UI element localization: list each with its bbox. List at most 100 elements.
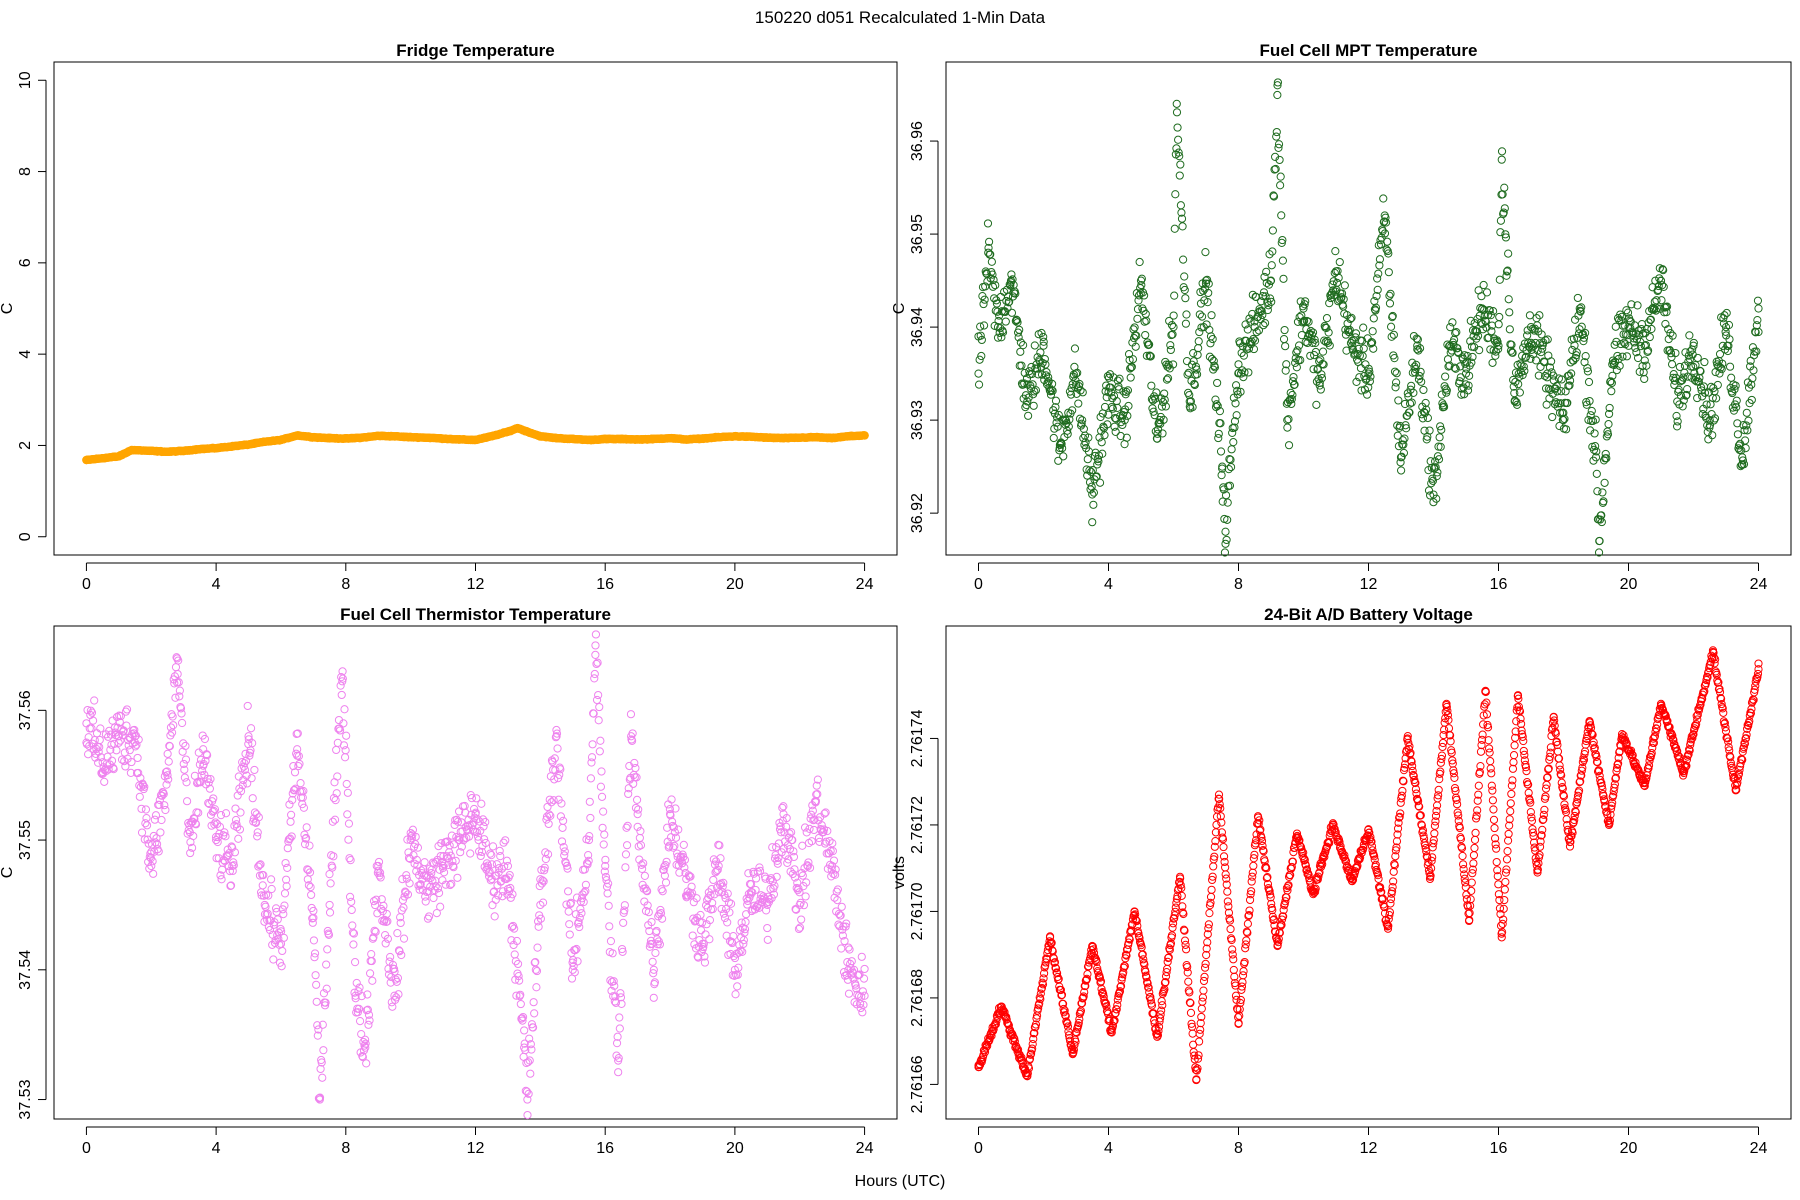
data-point <box>1194 337 1203 346</box>
data-point <box>979 299 988 309</box>
data-point <box>1400 434 1409 443</box>
data-point <box>1170 911 1179 920</box>
data-point <box>1244 910 1254 920</box>
data-point <box>523 1110 532 1120</box>
data-point <box>1283 423 1292 432</box>
data-point <box>1231 981 1240 990</box>
data-point <box>1141 330 1150 340</box>
data-point <box>1031 1020 1041 1029</box>
data-point <box>1396 453 1406 462</box>
data-point <box>577 894 587 903</box>
y-tick-label: 2 <box>17 441 34 450</box>
data-point <box>556 765 565 774</box>
data-point <box>1104 410 1113 419</box>
data-point <box>258 881 267 890</box>
data-point <box>980 295 989 304</box>
data-point <box>1503 266 1512 275</box>
data-point <box>1467 358 1476 367</box>
data-point <box>1244 344 1254 353</box>
data-point <box>716 854 725 863</box>
data-point <box>343 810 352 819</box>
data-point <box>710 890 719 899</box>
data-point <box>300 840 310 849</box>
data-point <box>1258 291 1267 301</box>
data-point <box>1216 419 1225 428</box>
data-point <box>1672 411 1681 421</box>
data-point <box>1225 916 1235 925</box>
data-point <box>1195 1029 1204 1038</box>
data-point <box>825 836 834 846</box>
data-point <box>1339 852 1348 861</box>
data-point <box>834 909 844 919</box>
data-point <box>200 734 209 744</box>
data-point <box>755 866 765 875</box>
data-point <box>1046 390 1056 399</box>
data-point <box>1397 466 1406 475</box>
data-point <box>1176 880 1185 890</box>
data-point <box>1244 368 1253 377</box>
data-point <box>612 1039 622 1048</box>
data-point <box>353 1008 362 1017</box>
data-point <box>1130 323 1139 332</box>
data-point <box>381 939 390 948</box>
data-point <box>1493 872 1502 881</box>
data-point <box>1500 204 1509 213</box>
data-point <box>1374 269 1383 278</box>
data-point <box>708 898 717 908</box>
data-point <box>365 1016 374 1025</box>
data-point <box>795 888 804 897</box>
data-point <box>1376 883 1385 892</box>
data-point <box>368 976 377 985</box>
data-point <box>1112 1005 1121 1014</box>
data-point <box>1228 950 1237 959</box>
data-point <box>402 874 411 883</box>
data-point <box>1480 700 1489 709</box>
data-point <box>1526 323 1536 332</box>
data-point <box>1177 214 1187 223</box>
data-point <box>424 912 434 921</box>
data-point <box>1197 1004 1206 1013</box>
data-point <box>1110 422 1119 431</box>
data-point <box>1199 986 1208 995</box>
data-point <box>769 890 779 899</box>
data-point <box>492 860 502 869</box>
data-point <box>1097 438 1106 447</box>
data-point <box>322 960 331 969</box>
y-tick-label: 2.76166 <box>909 1055 926 1113</box>
data-point <box>1599 497 1608 506</box>
data-point <box>1444 715 1453 725</box>
data-point <box>1472 811 1481 820</box>
data-point <box>541 854 550 864</box>
data-point <box>1234 1013 1243 1022</box>
data-point <box>1485 748 1494 757</box>
data-point <box>472 794 481 803</box>
data-point <box>1151 394 1160 403</box>
data-point <box>655 910 664 919</box>
data-point <box>1315 868 1324 877</box>
data-point <box>1133 314 1142 323</box>
data-point <box>1040 354 1049 364</box>
data-point <box>859 1000 868 1009</box>
data-point <box>1583 364 1592 373</box>
data-point <box>1049 954 1058 963</box>
data-point <box>1195 310 1204 319</box>
data-point <box>422 433 432 442</box>
data-point <box>1029 1034 1038 1044</box>
data-point <box>341 746 350 755</box>
data-point <box>655 940 664 949</box>
data-point <box>617 999 626 1008</box>
data-point <box>250 765 259 775</box>
data-point <box>1098 449 1107 458</box>
data-point <box>733 982 742 991</box>
data-point <box>254 813 263 822</box>
data-point <box>98 454 107 463</box>
data-point <box>1733 419 1742 428</box>
data-point <box>538 898 548 907</box>
data-point <box>1486 764 1495 773</box>
y-axis-label: C <box>0 867 16 879</box>
data-point <box>1007 308 1017 317</box>
data-point <box>316 1064 325 1074</box>
data-point <box>705 916 715 925</box>
